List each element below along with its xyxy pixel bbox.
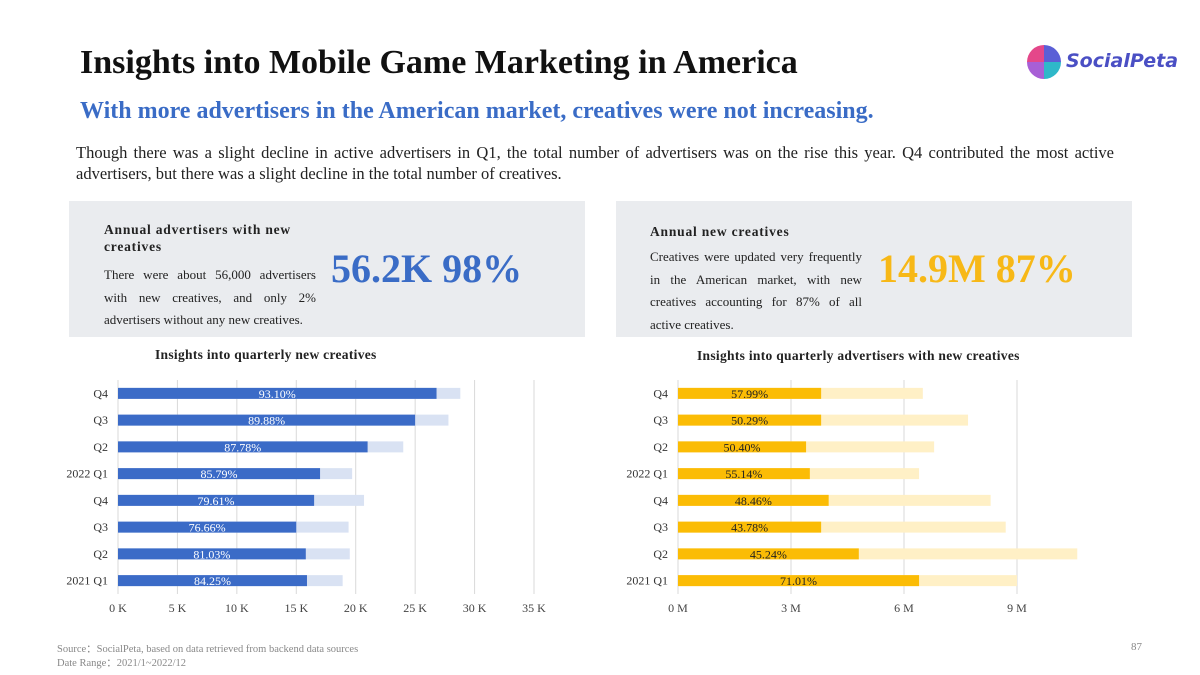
page-title: Insights into Mobile Game Marketing in A…	[80, 44, 798, 81]
data-label: 85.79%	[201, 467, 238, 481]
chart-title-right: Insights into quarterly advertisers with…	[697, 348, 1020, 363]
page-number: 87	[1131, 641, 1142, 653]
data-label: 43.78%	[731, 521, 768, 535]
category-label: 2021 Q1	[66, 574, 108, 588]
bar-new	[118, 575, 307, 587]
category-label: Q4	[653, 493, 668, 507]
panel-highlight-value: 56.2K 98%	[331, 246, 523, 291]
bar-total	[678, 548, 1078, 560]
data-label: 71.01%	[780, 574, 817, 588]
category-label: Q4	[93, 386, 108, 400]
bar-new	[678, 575, 920, 587]
panel-body: Creatives were updated very frequently i…	[650, 249, 862, 332]
data-label: 93.10%	[259, 387, 296, 401]
x-tick-label: 25 K	[403, 601, 427, 615]
category-label: Q2	[93, 440, 108, 454]
intro-paragraph: Though there was a slight decline in act…	[76, 143, 1114, 183]
bar-new	[678, 494, 829, 506]
category-label: 2022 Q1	[66, 467, 108, 481]
category-label: Q3	[653, 520, 668, 534]
logo-text: SocialPeta	[1066, 50, 1179, 72]
panel-highlight-value: 14.9M 87%	[878, 246, 1076, 291]
x-tick-label: 3 M	[781, 601, 801, 615]
data-label: 89.88%	[248, 414, 285, 428]
x-tick-label: 35 K	[522, 601, 546, 615]
x-tick-label: 20 K	[344, 601, 368, 615]
bar-new	[678, 468, 810, 480]
bar-new	[118, 468, 321, 480]
category-label: 2021 Q1	[626, 574, 668, 588]
category-label: Q3	[93, 520, 108, 534]
x-tick-label: 30 K	[463, 601, 487, 615]
chart-title-left: Insights into quarterly new creatives	[155, 347, 377, 362]
data-label: 48.46%	[735, 494, 772, 508]
data-label: 76.66%	[189, 521, 226, 535]
category-label: Q2	[93, 547, 108, 561]
category-label: Q2	[653, 547, 668, 561]
x-tick-label: 15 K	[284, 601, 308, 615]
x-tick-label: 0 K	[109, 601, 127, 615]
category-label: 2022 Q1	[626, 467, 668, 481]
page-subtitle: With more advertisers in the American ma…	[80, 98, 874, 124]
data-label: 50.40%	[724, 440, 761, 454]
panel-body: There were about 56,000 advertisers with…	[104, 267, 316, 327]
x-tick-label: 5 K	[169, 601, 187, 615]
x-tick-label: 0 M	[668, 601, 688, 615]
data-label: 81.03%	[193, 547, 230, 561]
data-label: 55.14%	[725, 467, 762, 481]
category-label: Q3	[653, 413, 668, 427]
bar-new	[678, 414, 822, 426]
bar-new	[118, 387, 437, 399]
bar-new	[678, 441, 807, 453]
bar-total	[678, 494, 991, 506]
bar-new	[678, 521, 822, 533]
category-label: Q4	[653, 386, 668, 400]
socialpeta-logo: SocialPeta	[1026, 44, 1178, 84]
panel-title: Annual new creatives	[650, 224, 790, 239]
bar-total	[678, 414, 969, 426]
bar-new	[678, 548, 859, 560]
x-tick-label: 9 M	[1007, 601, 1027, 615]
data-label: 87.78%	[224, 440, 261, 454]
data-label: 84.25%	[194, 574, 231, 588]
data-label: 50.29%	[731, 414, 768, 428]
bar-new	[118, 414, 416, 426]
category-label: Q3	[93, 413, 108, 427]
panel-title: Annual advertisers with new creatives	[104, 222, 291, 254]
x-tick-label: 6 M	[894, 601, 914, 615]
logo-icon	[1027, 45, 1061, 79]
source-note: Source：SocialPeta, based on data retriev…	[57, 644, 359, 655]
bar-new	[678, 387, 822, 399]
annual-advertisers-panel: Annual advertisers with new creatives Th…	[69, 201, 585, 337]
bar-new	[118, 521, 297, 533]
date-range-note: Date Range：2021/1~2022/12	[57, 658, 187, 669]
category-label: Q2	[653, 440, 668, 454]
annual-creatives-panel: Annual new creatives Creatives were upda…	[616, 201, 1132, 337]
bar-new	[118, 441, 368, 453]
bar-total	[678, 521, 1006, 533]
bar-new	[118, 494, 315, 506]
data-label: 79.61%	[198, 494, 235, 508]
bar-new	[118, 548, 306, 560]
data-label: 45.24%	[750, 547, 787, 561]
category-label: Q4	[93, 493, 108, 507]
x-tick-label: 10 K	[225, 601, 249, 615]
data-label: 57.99%	[731, 387, 768, 401]
